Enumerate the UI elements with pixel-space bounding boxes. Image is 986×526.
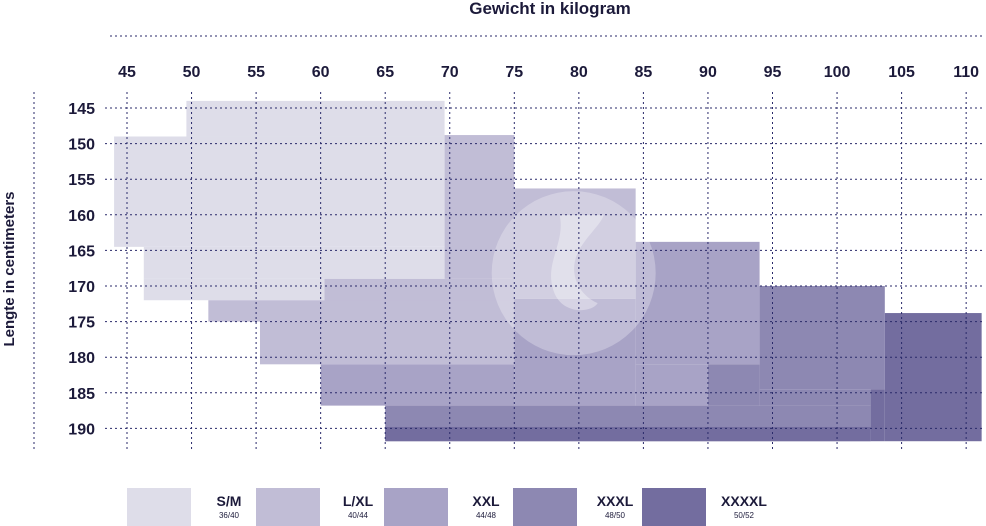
sock-icon: [551, 215, 604, 311]
region-xxl: [514, 298, 636, 406]
legend-name: XXXXL: [721, 493, 767, 509]
x-tick-label: 45: [118, 64, 136, 81]
y-tick-label: 145: [68, 101, 95, 118]
region-l-xl: [259, 321, 515, 365]
x-tick-label: 75: [505, 64, 523, 81]
y-tick-label: 155: [68, 172, 95, 189]
x-tick-label: 55: [247, 64, 265, 81]
legend-name: XXL: [472, 493, 500, 509]
legend-name: S/M: [216, 493, 242, 509]
legend-sub: 40/44: [347, 511, 369, 520]
legend-label-lxl: L/XL 40/44: [328, 494, 388, 521]
region-xxxl: [707, 364, 760, 406]
region-l-xl: [514, 188, 636, 299]
region-xxxxl: [870, 389, 885, 442]
region-xxl: [635, 241, 760, 365]
legend-sub: 50/52: [733, 511, 755, 520]
legend-label-xxl: XXL 44/48: [456, 494, 516, 521]
logo-watermark-circle: [491, 191, 656, 356]
region-xxl: [320, 364, 515, 406]
legend-name: L/XL: [342, 493, 374, 509]
legend-sub: 36/40: [218, 511, 240, 520]
y-tick-label: 160: [68, 208, 95, 225]
legend-swatch-xxl: [384, 488, 448, 526]
region-xxxxl: [385, 426, 871, 442]
region-l-xl: [444, 135, 515, 279]
x-tick-label: 80: [570, 64, 588, 81]
region-xxxxl: [884, 313, 982, 442]
region-xxxl: [759, 286, 885, 390]
x-tick-label: 85: [635, 64, 653, 81]
legend-sub: 44/48: [475, 511, 497, 520]
x-tick-label: 90: [699, 64, 717, 81]
region-s-m: [186, 100, 445, 137]
region-xxxl: [759, 389, 871, 406]
x-tick-label: 100: [824, 64, 851, 81]
legend-swatch-lxl: [256, 488, 320, 526]
y-tick-label: 170: [68, 279, 95, 296]
x-axis-title: Gewicht in kilogram: [469, 0, 631, 18]
region-s-m: [143, 278, 325, 301]
y-tick-label: 190: [68, 421, 95, 438]
legend-swatch-sm: [127, 488, 191, 526]
size-chart: 45 50 55 60 65 70 75 80 85 90 95 100 105 110 145 150 155…: [33, 35, 985, 450]
legend-label-sm: S/M 36/40: [199, 494, 259, 521]
x-tick-label: 105: [888, 64, 915, 81]
x-tick-label: 50: [183, 64, 201, 81]
legend-sub: 48/50: [604, 511, 626, 520]
legend-label-xxxl: XXXL 48/50: [585, 494, 645, 521]
x-tick-label: 60: [312, 64, 330, 81]
x-tick-label: 70: [441, 64, 459, 81]
region-s-m: [114, 136, 445, 247]
y-tick-label: 150: [68, 137, 95, 154]
legend-swatch-xxxl: [513, 488, 577, 526]
y-tick-label: 185: [68, 386, 95, 403]
y-tick-label: 175: [68, 315, 95, 332]
y-tick-label: 180: [68, 350, 95, 367]
legend-swatch-xxxxl: [642, 488, 706, 526]
region-s-m: [143, 246, 445, 279]
x-tick-label: 110: [953, 64, 979, 81]
y-tick-label: 165: [68, 243, 95, 260]
legend-name: XXXL: [596, 493, 634, 509]
region-xxl: [635, 364, 708, 406]
region-l-xl: [208, 300, 515, 322]
x-tick-label: 65: [376, 64, 394, 81]
legend-label-xxxxl: XXXXL 50/52: [714, 494, 774, 521]
x-tick-label: 95: [764, 64, 782, 81]
